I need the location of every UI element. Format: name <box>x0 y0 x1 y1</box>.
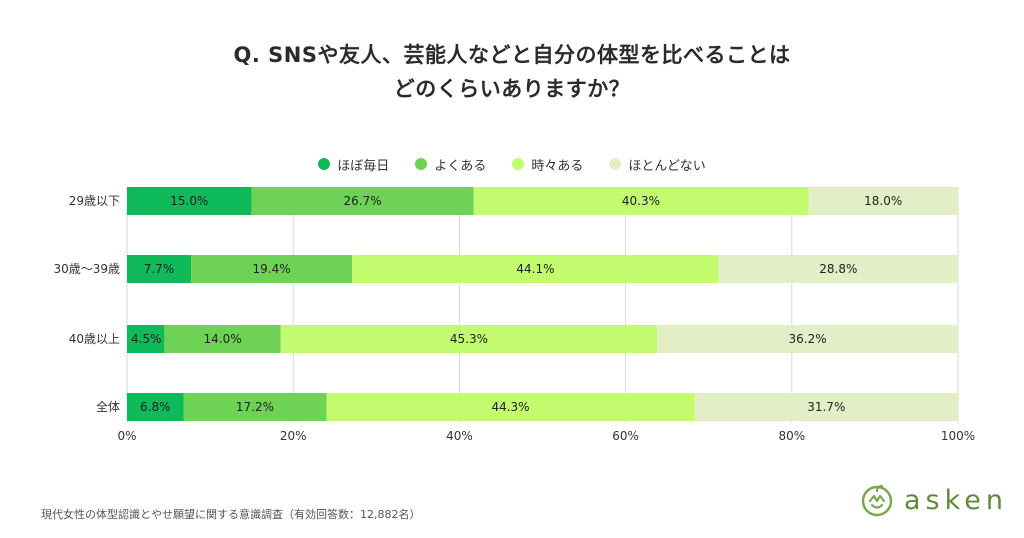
legend-dot-often <box>415 158 428 170</box>
legend-label-daily: ほぼ毎日 <box>337 158 390 174</box>
data-label: 4.5% <box>131 332 162 346</box>
title-line-1: Q. SNSや友人、芸能人などと自分の体型を比べることは <box>233 43 791 67</box>
data-label: 44.3% <box>491 400 529 414</box>
legend-label-rarely: ほとんどない <box>628 158 706 174</box>
data-label: 15.0% <box>170 194 208 208</box>
x-tick-label: 80% <box>778 429 805 443</box>
legend-label-sometimes: 時々ある <box>531 158 584 174</box>
x-tick-label: 40% <box>446 429 473 443</box>
data-label: 40.3% <box>622 194 660 208</box>
category-label: 30歳〜39歳 <box>53 262 120 276</box>
brand-name: asken <box>904 484 1009 516</box>
legend-item-daily: ほぼ毎日 <box>318 155 389 174</box>
bar-segment <box>127 255 191 283</box>
bar-segment <box>190 255 353 283</box>
data-label: 17.2% <box>236 400 274 414</box>
legend-item-often: よくある <box>415 155 486 174</box>
bar-segment <box>127 187 252 215</box>
data-label: 7.7% <box>144 262 175 276</box>
data-label: 19.4% <box>253 262 291 276</box>
bar-segment <box>657 325 958 353</box>
chart-title: Q. SNSや友人、芸能人などと自分の体型を比べることは どのくらいありますか？ <box>0 38 1024 106</box>
legend-item-rarely: ほとんどない <box>609 155 706 174</box>
data-label: 31.7% <box>807 400 845 414</box>
brand-logo: asken <box>860 483 1008 517</box>
x-tick-label: 20% <box>280 429 307 443</box>
bar-segment <box>694 393 958 421</box>
data-label: 6.8% <box>140 400 171 414</box>
bar-segment <box>164 325 281 353</box>
bar-segment <box>183 393 327 421</box>
data-label: 26.7% <box>344 194 382 208</box>
bar-segment <box>127 325 165 353</box>
bars <box>127 187 958 421</box>
category-label: 40歳以上 <box>69 332 120 346</box>
legend: ほぼ毎日 よくある 時々ある ほとんどない <box>0 154 1024 174</box>
bar-segment <box>280 325 658 353</box>
legend-dot-sometimes <box>512 158 525 170</box>
gridlines <box>126 187 959 423</box>
data-label: 14.0% <box>204 332 242 346</box>
legend-label-often: よくある <box>434 158 487 174</box>
bar-segment <box>718 255 958 283</box>
asken-apple-icon <box>861 484 893 517</box>
x-tick-label: 0% <box>117 429 136 443</box>
data-label: 28.8% <box>819 262 857 276</box>
legend-dot-daily <box>318 158 331 170</box>
data-label: 45.3% <box>450 332 488 346</box>
title-line-2: どのくらいありますか？ <box>393 77 631 101</box>
footer-note: 現代女性の体型認識とやせ願望に関する意識調査（有効回答数：12,882名） <box>41 508 421 521</box>
bar-segment <box>326 393 695 421</box>
legend-item-sometimes: 時々ある <box>512 155 583 174</box>
data-label: 18.0% <box>864 194 902 208</box>
bar-segment <box>808 187 958 215</box>
bar-segment <box>473 187 809 215</box>
x-tick-label: 100% <box>941 429 975 443</box>
bar-segment <box>127 393 184 421</box>
legend-dot-rarely <box>609 158 622 170</box>
category-label: 全体 <box>96 399 120 414</box>
bar-segment <box>251 187 474 215</box>
data-label: 36.2% <box>789 332 827 346</box>
data-label: 44.1% <box>516 262 554 276</box>
bar-segment <box>352 255 719 283</box>
x-tick-label: 60% <box>612 429 639 443</box>
category-label: 29歳以下 <box>69 194 120 208</box>
